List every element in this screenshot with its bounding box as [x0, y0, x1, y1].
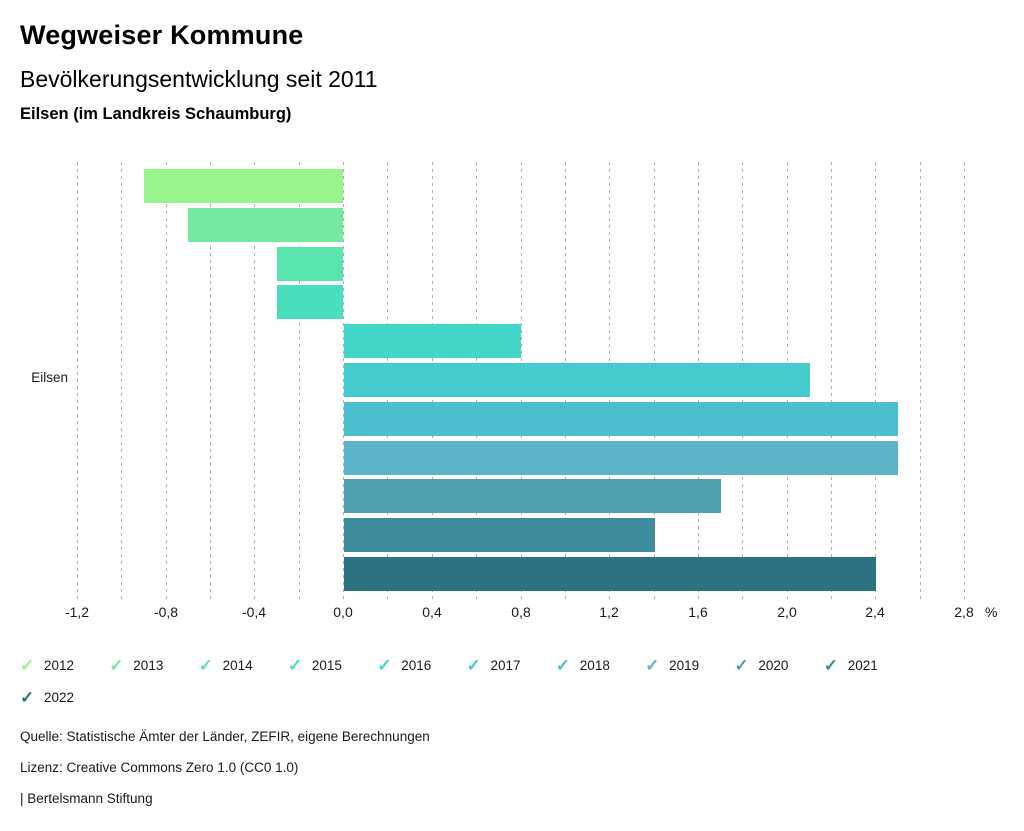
bar-2021[interactable]	[344, 518, 655, 552]
check-icon: ✓	[823, 656, 838, 675]
gridline	[121, 162, 122, 602]
bar-2020[interactable]	[344, 479, 722, 513]
legend-item-2021[interactable]: ✓ 2021	[824, 657, 878, 674]
bar-2016[interactable]	[344, 324, 522, 358]
legend-item-2017[interactable]: ✓ 2017	[467, 657, 521, 674]
population-development-chart: Eilsen	[0, 162, 1024, 608]
gridline	[831, 162, 832, 602]
legend-item-2020[interactable]: ✓ 2020	[734, 657, 788, 674]
x-tick-label: 2,8	[954, 604, 974, 620]
legend-item-2013[interactable]: ✓ 2013	[109, 657, 163, 674]
bar-2013[interactable]	[187, 208, 344, 242]
gridline	[964, 162, 965, 602]
x-tick-label: -1,2	[64, 604, 90, 620]
gridline	[254, 162, 255, 602]
legend-year-label: 2016	[401, 658, 432, 673]
check-icon: ✓	[377, 656, 392, 675]
chart-location-subtitle: Eilsen (im Landkreis Schaumburg)	[20, 105, 292, 123]
source-note: Quelle: Statistische Ämter der Länder, Z…	[20, 729, 430, 744]
x-tick-label: 2,4	[865, 604, 885, 620]
check-icon: ✓	[109, 656, 124, 675]
x-tick-label: -0,8	[153, 604, 179, 620]
check-icon: ✓	[287, 656, 303, 675]
x-axis: -1,2 -0,8 -0,4 0,0 0,4 0,8 1,2 1,6 2,0 2,4 2,8%	[0, 604, 1024, 624]
check-icon: ✓	[734, 656, 749, 675]
x-tick-label: 2,0	[777, 604, 797, 620]
check-icon: ✓	[466, 656, 481, 675]
x-tick-label: 1,6	[688, 604, 708, 620]
legend-item-2016[interactable]: ✓ 2016	[377, 657, 431, 674]
legend-year-label: 2020	[758, 658, 789, 673]
check-icon: ✓	[645, 656, 660, 675]
gridline	[343, 162, 344, 602]
x-tick-label: 0,4	[422, 604, 442, 620]
x-tick-label: -0,4	[241, 604, 267, 620]
page-title: Wegweiser Kommune	[20, 20, 304, 50]
bar-2022[interactable]	[344, 557, 877, 591]
bar-2015[interactable]	[276, 285, 344, 319]
bar-2018[interactable]	[344, 402, 899, 436]
gridline	[299, 162, 300, 602]
license-note: Lizenz: Creative Commons Zero 1.0 (CC0 1…	[20, 760, 299, 775]
x-tick-label: 1,2	[599, 604, 619, 620]
legend-year-label: 2015	[311, 658, 342, 673]
legend-year-label: 2019	[669, 658, 700, 673]
legend-item-2019[interactable]: ✓ 2019	[645, 657, 699, 674]
check-icon: ✓	[198, 656, 213, 675]
legend-year-label: 2021	[847, 658, 878, 673]
gridline	[210, 162, 211, 602]
x-axis-unit-label: %	[985, 604, 998, 620]
check-icon: ✓	[20, 656, 35, 675]
check-icon: ✓	[555, 656, 571, 675]
legend-item-2014[interactable]: ✓ 2014	[199, 657, 253, 674]
gridline	[77, 162, 78, 602]
gridline	[875, 162, 876, 602]
gridline	[920, 162, 921, 602]
legend-year-label: 2013	[133, 658, 164, 673]
gridline	[166, 162, 167, 602]
y-axis-category-label: Eilsen	[31, 370, 68, 385]
bar-2017[interactable]	[344, 363, 810, 397]
attribution-note: | Bertelsmann Stiftung	[20, 791, 153, 806]
x-tick-label: 0,0	[333, 604, 353, 620]
legend-year-label: 2017	[490, 658, 521, 673]
x-tick-label: 0,8	[511, 604, 531, 620]
chart-title: Bevölkerungsentwicklung seit 2011	[20, 66, 378, 92]
legend-year-label: 2022	[44, 690, 75, 705]
bar-2012[interactable]	[143, 169, 344, 203]
legend: ✓ 2012 ✓ 2013 ✓ 2014 ✓ 2015 ✓ 2016 ✓ 2017 ✓ 2018 ✓ 2019…	[0, 651, 1024, 717]
bar-2014[interactable]	[276, 247, 344, 281]
legend-year-label: 2018	[579, 658, 610, 673]
legend-item-2022[interactable]: ✓ 2022	[20, 689, 74, 706]
legend-year-label: 2014	[222, 658, 253, 673]
legend-item-2018[interactable]: ✓ 2018	[556, 657, 610, 674]
check-icon: ✓	[20, 688, 35, 707]
legend-item-2012[interactable]: ✓ 2012	[20, 657, 74, 674]
bar-2019[interactable]	[344, 441, 899, 475]
legend-year-label: 2012	[44, 658, 75, 673]
legend-item-2015[interactable]: ✓ 2015	[288, 657, 342, 674]
